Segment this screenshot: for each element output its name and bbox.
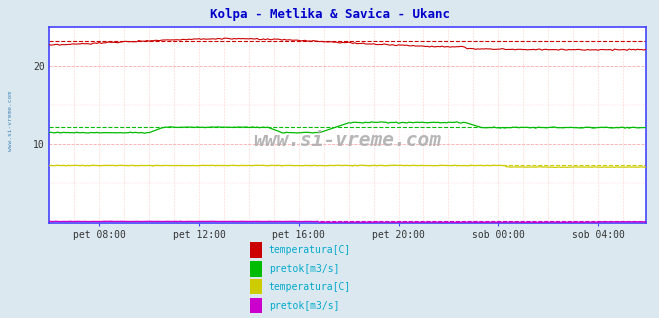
Text: temperatura[C]: temperatura[C] <box>269 245 351 255</box>
Text: www.si-vreme.com: www.si-vreme.com <box>8 91 13 151</box>
Text: pretok[m3/s]: pretok[m3/s] <box>269 264 339 274</box>
Text: Kolpa - Metlika & Savica - Ukanc: Kolpa - Metlika & Savica - Ukanc <box>210 8 449 21</box>
Text: temperatura[C]: temperatura[C] <box>269 282 351 292</box>
Text: www.si-vreme.com: www.si-vreme.com <box>254 131 442 150</box>
Text: pretok[m3/s]: pretok[m3/s] <box>269 301 339 311</box>
